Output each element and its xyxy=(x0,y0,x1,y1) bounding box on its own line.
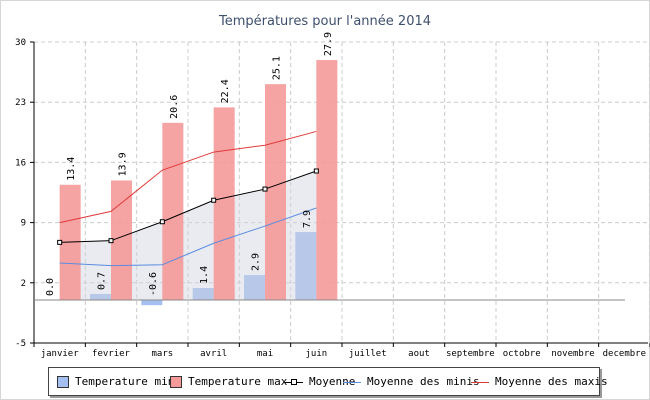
x-tick-label: juin xyxy=(305,349,327,359)
x-tick-label: fevrier xyxy=(92,349,131,359)
legend-swatch-min xyxy=(57,376,69,388)
marker-moyenne xyxy=(211,197,217,203)
bar-temperature-max xyxy=(316,60,338,301)
marker-moyenne xyxy=(313,168,319,174)
bar-temperature-min xyxy=(90,293,111,300)
x-tick-label: septembre xyxy=(446,349,495,359)
data-label-max: 13.9 xyxy=(118,152,129,176)
data-label-min: 0.7 xyxy=(97,272,108,290)
bar-temperature-min xyxy=(192,287,214,300)
chart-title: Températures pour l'année 2014 xyxy=(218,14,432,29)
legend-label-avgmax: Moyenne des maxis xyxy=(495,375,608,388)
y-tick-label: 9 xyxy=(21,219,26,229)
bar-temperature-max xyxy=(111,180,132,300)
x-tick-label: mars xyxy=(151,349,173,359)
marker-moyenne xyxy=(108,238,114,244)
data-label-max: 13.4 xyxy=(66,157,77,181)
line-moyenne-minis xyxy=(59,207,317,267)
legend-marker-avg xyxy=(291,379,297,385)
legend-swatch-max xyxy=(170,376,182,388)
x-tick-label: octobre xyxy=(503,349,541,359)
bar-temperature-max xyxy=(162,122,184,300)
y-tick-label: 30 xyxy=(15,38,26,48)
data-label-min: 0.0 xyxy=(45,278,56,296)
x-tick-label: decembre xyxy=(603,349,646,359)
legend-label-avg: Moyenne xyxy=(309,375,356,388)
y-tick-label: 2 xyxy=(21,279,26,289)
marker-moyenne xyxy=(262,186,268,192)
legend: Temperature min Temperature max Moyenne … xyxy=(48,367,608,396)
data-label-min: -0.6 xyxy=(148,272,159,296)
y-tick-label: -5 xyxy=(15,339,26,349)
data-label-max: 25.1 xyxy=(272,56,283,80)
marker-moyenne xyxy=(57,239,63,245)
bar-temperature-max xyxy=(265,84,286,300)
data-label-max: 27.9 xyxy=(323,32,334,56)
legend-label-min: Temperature min xyxy=(75,375,175,388)
line-moyenne-maxis xyxy=(59,130,317,224)
bar-temperature-min xyxy=(295,232,317,300)
x-tick-label: juillet xyxy=(349,349,387,359)
line-moyenne xyxy=(59,170,317,243)
bar-temperature-max xyxy=(213,107,235,300)
x-tick-label: mai xyxy=(257,349,273,359)
legend-label-avgmin: Moyenne des minis xyxy=(367,375,480,388)
bar-temperature-min xyxy=(244,275,265,300)
x-tick-label: novembre xyxy=(551,349,594,359)
data-label-max: 20.6 xyxy=(169,95,180,119)
legend-label-max: Temperature max xyxy=(188,375,288,388)
x-tick-label: avril xyxy=(200,349,227,359)
data-label-min: 2.9 xyxy=(251,253,262,271)
y-tick-label: 16 xyxy=(15,158,26,168)
x-tick-label: janvier xyxy=(41,349,80,359)
x-tick-label: aout xyxy=(408,349,430,359)
data-label-min: 7.9 xyxy=(302,210,313,228)
bar-temperature-min xyxy=(141,300,163,306)
data-label-min: 1.4 xyxy=(199,266,210,284)
legend-line-avgmin xyxy=(343,382,361,383)
data-label-max: 22.4 xyxy=(220,79,231,103)
y-tick-label: 23 xyxy=(15,98,26,108)
legend-line-avgmax xyxy=(471,382,489,383)
marker-moyenne xyxy=(159,219,165,225)
